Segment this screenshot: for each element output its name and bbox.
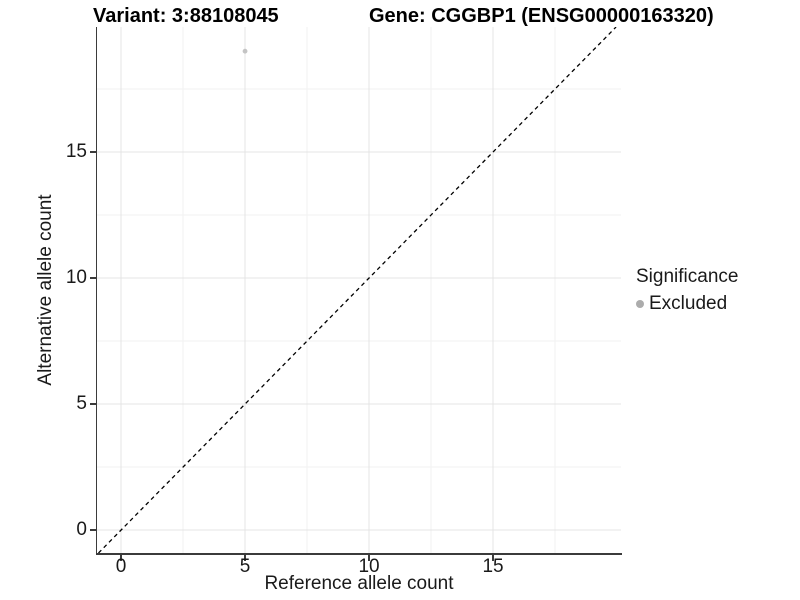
y-tick-mark [90, 529, 96, 531]
x-axis-title: Reference allele count [264, 573, 454, 594]
y-tick-mark [90, 151, 96, 153]
x-tick-label: 10 [358, 556, 380, 577]
x-tick-label: 5 [239, 556, 251, 577]
legend-entry: Excluded [636, 293, 738, 315]
y-tick-label: 15 [65, 141, 87, 162]
y-tick-label: 5 [76, 393, 87, 415]
x-tick-mark [492, 554, 494, 561]
legend-entries: Excluded [636, 293, 738, 315]
x-tick-label: 15 [482, 556, 504, 577]
y-tick-label: 10 [65, 267, 87, 289]
plot-title-gene: Gene: CGGBP1 (ENSG00000163320) [369, 5, 714, 27]
legend-key-dot [636, 300, 644, 308]
y-tick-mark [90, 277, 96, 279]
legend-entry-label: Excluded [649, 293, 728, 314]
y-axis-title: Alternative allele count [35, 194, 56, 386]
legend: Significance Excluded [636, 265, 738, 315]
y-tick-label: 0 [76, 519, 87, 541]
y-axis-line [95, 27, 97, 555]
legend-title: Significance [636, 266, 739, 287]
data-point [242, 48, 248, 54]
x-axis-line [95, 553, 622, 555]
identity-line [98, 27, 617, 553]
plot-canvas [97, 27, 621, 553]
x-tick-mark [120, 554, 122, 561]
y-tick-mark [90, 403, 96, 405]
plot-panel [97, 27, 621, 553]
plot-title-variant: Variant: 3:88108045 [93, 5, 279, 27]
x-tick-mark [244, 554, 246, 561]
x-tick-mark [368, 554, 370, 561]
x-tick-label: 0 [115, 556, 127, 577]
